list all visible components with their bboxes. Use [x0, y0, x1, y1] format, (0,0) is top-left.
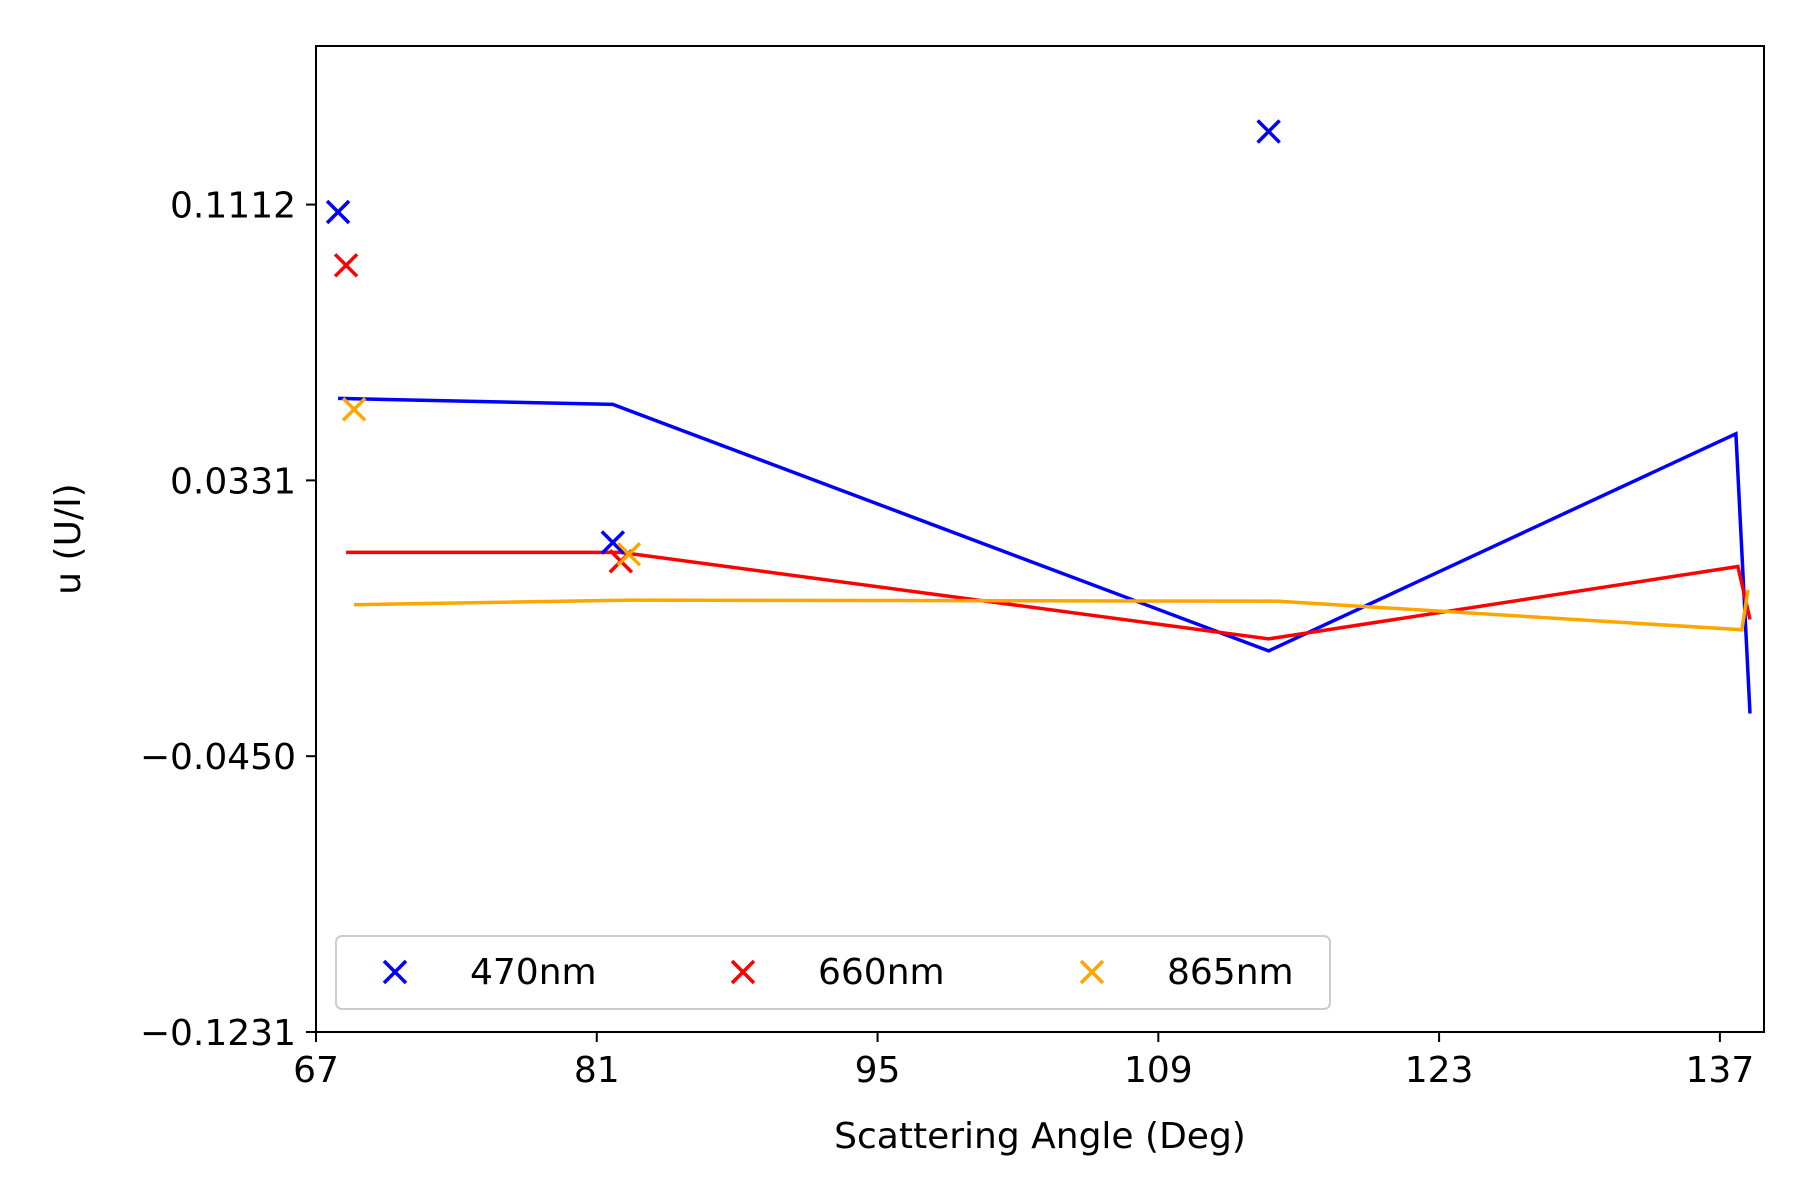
legend-marker-660nm — [730, 959, 756, 985]
x-axis-label: Scattering Angle (Deg) — [834, 1116, 1246, 1157]
legend-box — [335, 935, 1331, 1010]
y-axis: 0.1112 0.0331 −0.0450 −0.1231 — [140, 186, 316, 1054]
y-tick-label: −0.0450 — [140, 737, 296, 778]
x-tick-label: 123 — [1405, 1050, 1474, 1091]
series-markers — [325, 119, 1281, 574]
legend-label-865nm: 865nm — [1167, 952, 1294, 993]
data-point-660nm — [333, 253, 359, 278]
series-line-660nm — [346, 550, 1752, 641]
series-lines — [338, 396, 1752, 714]
x-tick-label: 109 — [1124, 1050, 1193, 1091]
data-point-865nm — [341, 397, 367, 422]
data-point-865nm — [616, 541, 642, 567]
legend-marker-470nm — [382, 959, 408, 985]
y-tick-label: 0.1112 — [170, 186, 296, 227]
y-axis-label: u (U/I) — [48, 483, 89, 594]
legend-label-660nm: 660nm — [818, 952, 945, 993]
x-tick-label: 95 — [855, 1050, 901, 1091]
series-line-470nm — [338, 396, 1752, 714]
series-line-865nm — [354, 589, 1750, 632]
x-tick-label: 81 — [574, 1050, 620, 1091]
data-point-470nm — [600, 530, 626, 555]
y-tick-label: −0.1231 — [140, 1013, 296, 1054]
legend-label-470nm: 470nm — [470, 952, 597, 993]
legend-marker-865nm — [1079, 959, 1105, 985]
legend: 470nm 660nm 865nm — [335, 935, 1331, 1010]
data-point-470nm — [1256, 119, 1281, 144]
x-axis: 67 81 95 109 123 137 — [293, 1032, 1754, 1091]
y-tick-label: 0.0331 — [170, 461, 296, 502]
data-point-470nm — [325, 199, 351, 225]
x-tick-label: 67 — [293, 1050, 339, 1091]
plot-area-frame — [315, 45, 1765, 1033]
x-tick-label: 137 — [1686, 1050, 1755, 1091]
